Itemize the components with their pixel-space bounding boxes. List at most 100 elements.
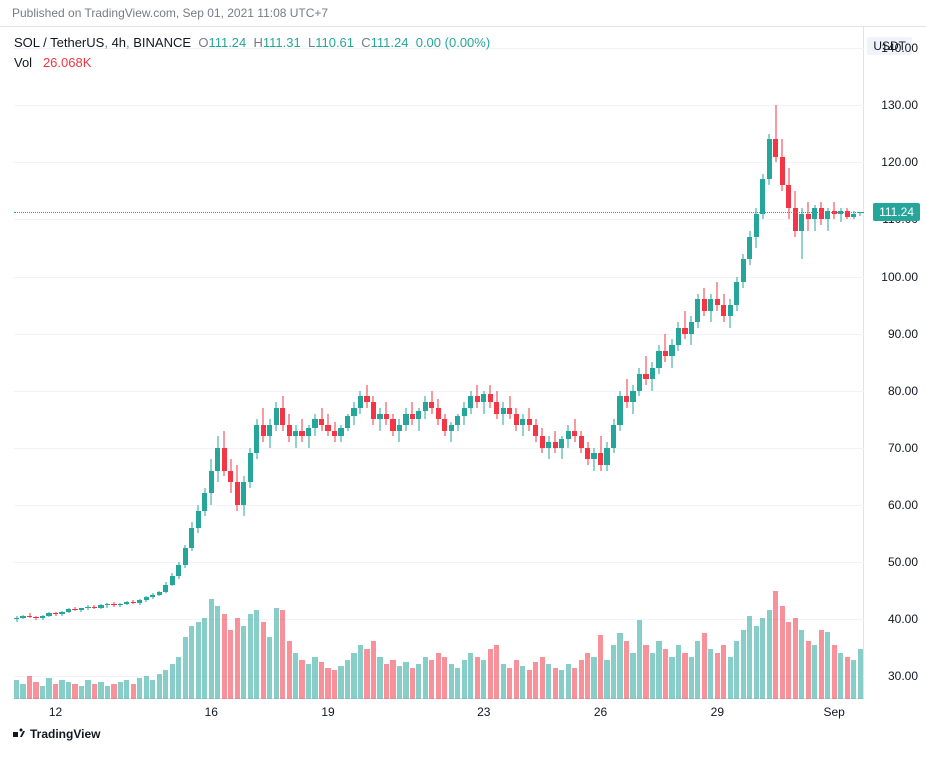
candle — [553, 31, 558, 699]
candle — [274, 31, 279, 699]
candle — [656, 31, 661, 699]
candle — [215, 31, 220, 699]
symbol-interval: 4h — [112, 35, 126, 50]
candle — [572, 31, 577, 699]
candle — [468, 31, 473, 699]
candle — [481, 31, 486, 699]
candle — [384, 31, 389, 699]
ohlc-high: 111.31 — [263, 35, 301, 50]
candle — [786, 31, 791, 699]
candle — [799, 31, 804, 699]
y-tick-label: 100.00 — [881, 270, 918, 284]
candle — [812, 31, 817, 699]
candle — [533, 31, 538, 699]
candle — [293, 31, 298, 699]
y-tick-label: 130.00 — [881, 98, 918, 112]
y-tick-label: 90.00 — [888, 327, 918, 341]
x-tick-label: 26 — [594, 705, 607, 719]
candle — [40, 31, 45, 699]
candle — [695, 31, 700, 699]
candle — [436, 31, 441, 699]
candle — [494, 31, 499, 699]
candle — [760, 31, 765, 699]
candle — [682, 31, 687, 699]
candle — [423, 31, 428, 699]
volume-label: Vol — [14, 55, 32, 70]
candle — [527, 31, 532, 699]
symbol-pair: SOL / TetherUS — [14, 35, 104, 50]
publish-text: Published on TradingView.com, Sep 01, 20… — [12, 6, 328, 20]
candle — [176, 31, 181, 699]
candle — [579, 31, 584, 699]
y-tick-label: 120.00 — [881, 155, 918, 169]
candle — [585, 31, 590, 699]
candle — [27, 31, 32, 699]
candle — [241, 31, 246, 699]
candle — [637, 31, 642, 699]
candle — [144, 31, 149, 699]
x-tick-label: 16 — [205, 705, 218, 719]
candle — [72, 31, 77, 699]
candle — [53, 31, 58, 699]
candle — [183, 31, 188, 699]
candle — [546, 31, 551, 699]
candle — [559, 31, 564, 699]
candle — [209, 31, 214, 699]
candle — [189, 31, 194, 699]
candle — [838, 31, 843, 699]
chart-container[interactable]: SOL / TetherUS, 4h, BINANCE O111.24 H111… — [0, 27, 926, 747]
candle — [150, 31, 155, 699]
candle — [819, 31, 824, 699]
ohlc-open: 111.24 — [208, 35, 246, 50]
candle — [351, 31, 356, 699]
candle — [566, 31, 571, 699]
candle — [254, 31, 259, 699]
symbol-exchange: BINANCE — [133, 35, 191, 50]
candle — [228, 31, 233, 699]
candle — [591, 31, 596, 699]
candle — [754, 31, 759, 699]
chart-plot-area[interactable] — [14, 31, 864, 699]
candle — [676, 31, 681, 699]
candle — [598, 31, 603, 699]
candle — [410, 31, 415, 699]
candle — [131, 31, 136, 699]
candle — [780, 31, 785, 699]
candle — [825, 31, 830, 699]
candle — [669, 31, 674, 699]
candle — [851, 31, 856, 699]
candle — [280, 31, 285, 699]
candle — [630, 31, 635, 699]
candle — [501, 31, 506, 699]
candle — [793, 31, 798, 699]
candle — [449, 31, 454, 699]
candle — [624, 31, 629, 699]
y-tick-label: 70.00 — [888, 441, 918, 455]
candle — [747, 31, 752, 699]
y-tick-label: 80.00 — [888, 384, 918, 398]
last-price-tag: 111.24 — [873, 203, 920, 221]
candle — [92, 31, 97, 699]
volume-value: 26.068K — [43, 55, 91, 70]
candle — [345, 31, 350, 699]
candle — [124, 31, 129, 699]
candle — [832, 31, 837, 699]
candle — [261, 31, 266, 699]
candle — [235, 31, 240, 699]
y-tick-label: 30.00 — [888, 669, 918, 683]
candle — [267, 31, 272, 699]
candle — [306, 31, 311, 699]
candle — [59, 31, 64, 699]
candle — [741, 31, 746, 699]
y-tick-label: 60.00 — [888, 498, 918, 512]
candle — [611, 31, 616, 699]
candle — [33, 31, 38, 699]
ohlc-close: 111.24 — [371, 35, 409, 50]
last-price-line — [14, 212, 864, 213]
candle — [488, 31, 493, 699]
y-tick-label: 40.00 — [888, 612, 918, 626]
candle — [767, 31, 772, 699]
candle — [604, 31, 609, 699]
candle — [137, 31, 142, 699]
symbol-info: SOL / TetherUS, 4h, BINANCE O111.24 H111… — [14, 35, 490, 50]
